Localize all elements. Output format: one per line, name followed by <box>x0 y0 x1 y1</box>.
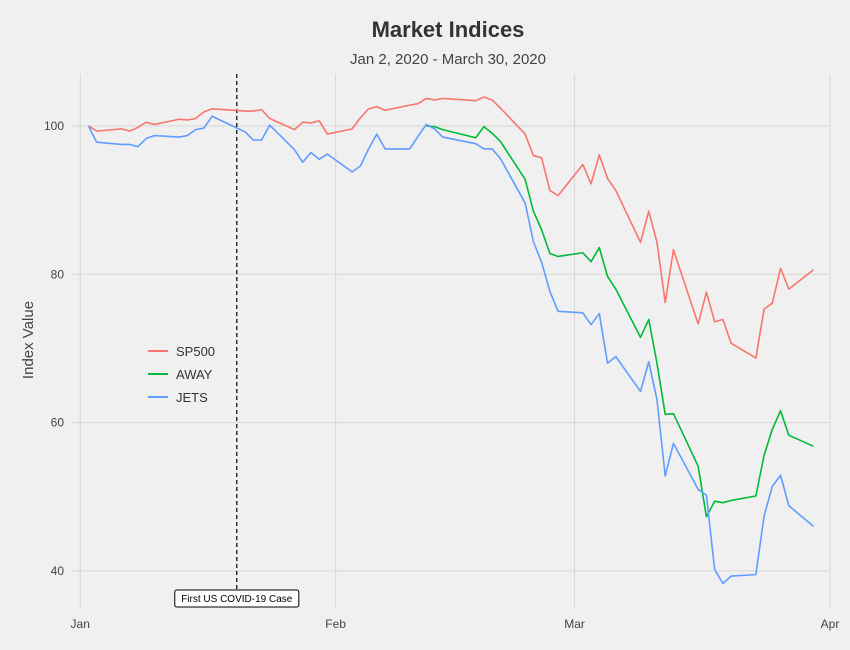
series-line-jets <box>87 115 815 585</box>
annotation-label: First US COVID-19 Case <box>181 594 293 605</box>
y-tick-label: 40 <box>51 564 65 578</box>
x-tick-label: Feb <box>325 617 346 631</box>
chart-subtitle: Jan 2, 2020 - March 30, 2020 <box>350 51 546 68</box>
covid-annotation: First US COVID-19 Case <box>174 74 300 608</box>
y-axis-label: Index Value <box>20 301 37 379</box>
x-tick-label: Mar <box>564 617 585 631</box>
series-line-sp500 <box>88 96 815 359</box>
gridlines <box>72 74 831 608</box>
legend-label-sp500: SP500 <box>176 344 215 359</box>
chart-title: Market Indices <box>372 17 525 42</box>
y-tick-label: 60 <box>51 416 65 430</box>
series-line-away <box>426 125 814 518</box>
x-tick-label: Apr <box>821 617 840 631</box>
legend-label-jets: JETS <box>176 390 208 405</box>
series-lines <box>87 96 815 585</box>
x-tick-label: Jan <box>71 617 90 631</box>
y-tick-label: 100 <box>44 119 64 133</box>
legend: SP500 AWAY JETS <box>148 344 215 405</box>
axis-ticks: 40 60 80 100 Jan Feb Mar Apr <box>44 119 839 631</box>
annotation-box <box>174 589 300 608</box>
y-tick-label: 80 <box>51 267 65 281</box>
legend-label-away: AWAY <box>176 367 213 382</box>
